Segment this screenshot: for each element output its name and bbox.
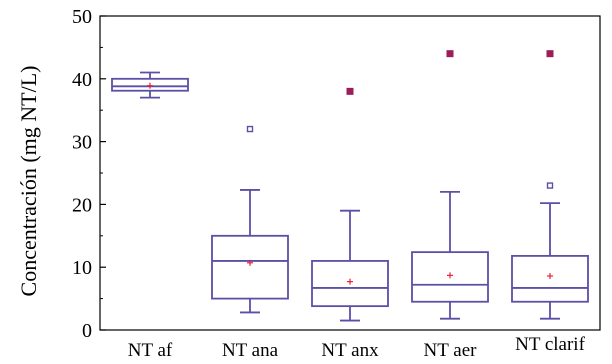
x-tick-label: NT aer [424,340,478,361]
far-outlier-point [546,50,554,58]
box-group [111,71,189,99]
far-outlier-point [346,87,354,95]
box-group [511,50,589,320]
iqr-box [111,77,189,92]
y-tick-label: 40 [72,69,92,91]
box-series [111,50,589,322]
box-group [211,125,289,314]
box-group [411,50,489,320]
iqr-box [511,254,589,303]
box-group [311,87,389,322]
x-tick-label: NT clarif [515,334,585,355]
y-tick-label: 0 [82,320,92,342]
x-tick-label: NT ana [222,340,279,361]
iqr-box [211,234,289,300]
outlier-point [546,182,554,189]
y-tick-label: 10 [72,257,92,279]
x-tick-label: NT anx [321,340,379,361]
iqr-box [311,260,389,308]
x-tick-label: NT af [128,340,173,361]
far-outlier-point [446,50,454,58]
iqr-box [411,251,489,303]
y-axis: 0 10 20 30 40 50 [72,6,106,342]
y-axis-label: Concentración (mg NT/L) [16,66,41,297]
x-axis: NT af NT ana NT anx NT aer NT clarif [128,334,586,361]
y-tick-label: 30 [72,132,92,154]
y-tick-label: 20 [72,194,92,216]
y-tick-label: 50 [72,6,92,28]
outlier-point [246,125,254,133]
